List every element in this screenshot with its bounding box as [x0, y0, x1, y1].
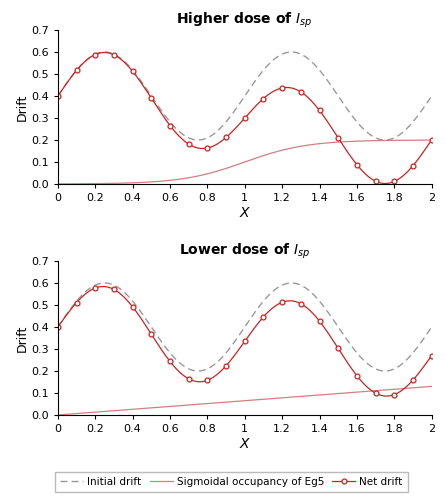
X-axis label: X: X — [240, 437, 250, 451]
Y-axis label: Drift: Drift — [15, 324, 28, 351]
Y-axis label: Drift: Drift — [15, 94, 28, 120]
X-axis label: X: X — [240, 206, 250, 220]
Title: Higher dose of $I_{sp}$: Higher dose of $I_{sp}$ — [177, 10, 313, 30]
Title: Lower dose of $I_{sp}$: Lower dose of $I_{sp}$ — [179, 242, 311, 261]
Legend: Initial drift, Sigmoidal occupancy of Eg5, Net drift: Initial drift, Sigmoidal occupancy of Eg… — [55, 472, 408, 492]
